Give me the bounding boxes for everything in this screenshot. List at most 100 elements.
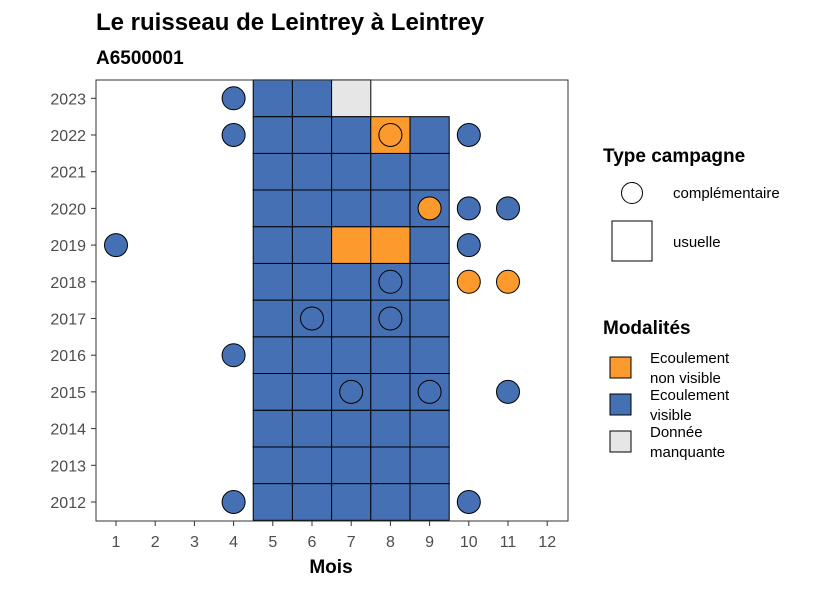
point-2015-11: [496, 379, 520, 404]
y-tick-label: 2019: [50, 238, 86, 255]
legend-key-0: [609, 356, 632, 379]
tile-2014-7: [331, 409, 372, 448]
tile-2016-7: [331, 336, 372, 374]
point-2012-10: [456, 490, 481, 514]
legend-label-2-0: Donnée: [650, 424, 703, 441]
y-tick-label: 2014: [50, 422, 86, 439]
legend-label-0-1: non visible: [650, 370, 721, 387]
y-tick-label: 2020: [50, 201, 86, 218]
tile-2012-9: [409, 483, 450, 521]
chart-title: Le ruisseau de Leintrey à Leintrey: [96, 9, 485, 36]
tile-2019-7: [331, 226, 372, 264]
y-tick-label: 2018: [50, 275, 86, 292]
tile-2015-6: [291, 373, 333, 411]
tile-2013-8: [370, 446, 411, 485]
tile-2015-8: [370, 373, 411, 411]
point-2017-8: [378, 306, 403, 331]
legend-label-2-1: manquante: [650, 444, 725, 461]
chart-subtitle: A6500001: [96, 48, 184, 69]
point-2018-8: [378, 269, 403, 294]
tile-2023-7: [331, 79, 372, 118]
tile-2019-9: [409, 226, 450, 264]
point-2012-4: [221, 490, 246, 514]
x-tick-label: 10: [460, 534, 478, 551]
legend-label-usuelle: usuelle: [673, 234, 721, 251]
point-2023-4: [221, 86, 246, 111]
tile-2013-9: [409, 446, 450, 485]
point-2019-1: [104, 233, 128, 258]
x-tick-label: 11: [500, 534, 517, 551]
plot-border: [95, 79, 569, 522]
tile-2020-5: [252, 189, 293, 228]
tile-2019-5: [252, 226, 293, 264]
tile-2018-9: [409, 262, 450, 301]
tile-2012-8: [370, 483, 411, 521]
point-2018-11: [496, 269, 520, 294]
tile-2012-5: [252, 483, 293, 521]
point-2020-10: [456, 196, 481, 221]
tile-2014-5: [252, 409, 293, 448]
legend-label-1-0: Ecoulement: [650, 387, 730, 404]
tile-2020-7: [331, 189, 372, 228]
y-tick-label: 2017: [50, 312, 86, 329]
point-2022-4: [221, 123, 246, 147]
tile-2016-9: [409, 336, 450, 374]
legend-label-complementaire: complémentaire: [673, 185, 780, 202]
tile-2023-5: [252, 79, 293, 118]
tile-2022-5: [252, 116, 293, 154]
tile-2018-5: [252, 262, 293, 301]
tile-2019-8: [370, 226, 411, 264]
tile-2016-5: [252, 336, 293, 374]
y-tick-label: 2012: [50, 495, 86, 512]
x-tick-label: 6: [308, 534, 317, 551]
tile-2017-7: [331, 299, 372, 338]
tile-2021-6: [291, 152, 333, 191]
tile-2014-9: [409, 409, 450, 448]
legend-campagne: Type campagne complémentaire usuelle: [603, 146, 780, 262]
x-axis: 1 2 3 4 5 6 7 8 9 10 11 12: [112, 521, 556, 551]
tile-2015-5: [252, 373, 293, 411]
x-tick-label: 5: [268, 534, 277, 551]
tile-2019-6: [291, 226, 333, 264]
point-2015-9: [417, 379, 442, 404]
tile-2016-6: [291, 336, 333, 374]
point-2017-6: [300, 306, 324, 331]
y-tick-label: 2016: [50, 348, 86, 365]
y-tick-label: 2013: [50, 458, 86, 475]
point-2019-10: [456, 233, 481, 258]
legend-key-1: [609, 393, 632, 416]
x-axis-title: Mois: [309, 557, 352, 578]
tile-2018-7: [331, 262, 372, 301]
point-2015-7: [339, 379, 364, 404]
x-tick-label: 8: [386, 534, 395, 551]
tile-2022-7: [331, 116, 372, 154]
legend-circle-key: [621, 182, 643, 204]
tile-2012-6: [291, 483, 333, 521]
point-2016-4: [221, 343, 246, 368]
tile-2020-8: [370, 189, 411, 228]
tile-2014-6: [291, 409, 333, 448]
legend-label-0-0: Ecoulement: [650, 350, 730, 367]
tile-2020-6: [291, 189, 333, 228]
point-2018-10: [456, 269, 481, 294]
point-2022-10: [456, 123, 481, 147]
tile-2013-7: [331, 446, 372, 485]
x-tick-label: 3: [190, 534, 199, 551]
tile-2022-9: [409, 116, 450, 154]
x-tick-label: 7: [347, 534, 356, 551]
legend-campagne-title: Type campagne: [603, 146, 745, 167]
x-tick-label: 4: [229, 534, 238, 551]
complementaire-points: [104, 86, 520, 514]
x-tick-label: 2: [151, 534, 160, 551]
tile-2022-6: [291, 116, 333, 154]
tile-2012-7: [331, 483, 372, 521]
legend-square-key: [611, 220, 653, 262]
tile-2017-5: [252, 299, 293, 338]
tile-2016-8: [370, 336, 411, 374]
usuelle-tiles: [252, 79, 450, 521]
legend-label-1-1: visible: [650, 407, 692, 424]
y-tick-label: 2015: [50, 385, 86, 402]
y-tick-label: 2023: [50, 91, 86, 108]
